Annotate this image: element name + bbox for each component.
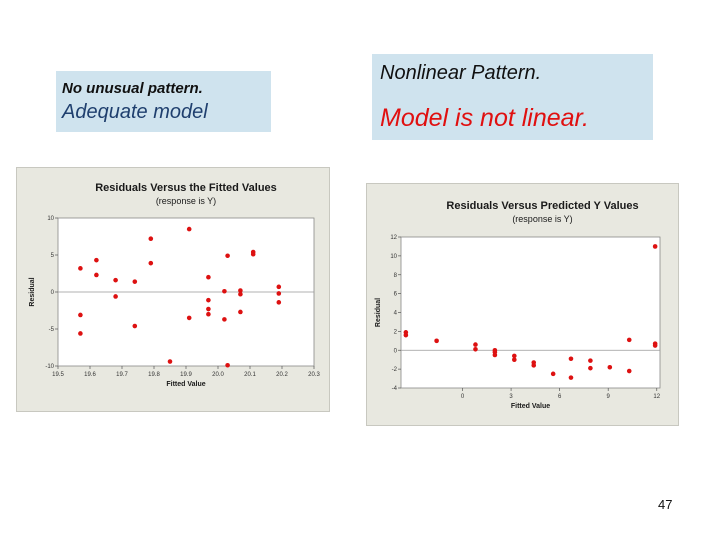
right-chart-x-tick-label: 0 — [461, 394, 465, 400]
left-chart-x-axis-label: Fitted Value — [166, 381, 205, 388]
right-chart-data-point — [588, 358, 593, 363]
left-chart-y-tick-label: -10 — [45, 364, 54, 370]
right-chart-x-tick-label: 12 — [653, 394, 660, 400]
right-chart-x-axis-label: Fitted Value — [511, 403, 550, 410]
left-chart-data-point — [113, 277, 118, 283]
left-chart-data-point — [276, 300, 282, 305]
left-chart-data-point — [238, 309, 243, 315]
right-chart-plot-area — [400, 236, 661, 389]
right-chart-data-point — [403, 332, 409, 338]
right-chart-data-point — [652, 244, 658, 249]
right-chart-data-point — [531, 363, 537, 368]
left-chart-data-point — [167, 359, 173, 364]
right-chart-data-point — [473, 342, 478, 347]
caption-left-line2: Adequate model — [62, 101, 208, 123]
left-chart-x-tick-label: 19.9 — [180, 372, 192, 378]
left-chart-data-point — [94, 257, 99, 263]
left-chart-data-point — [132, 279, 138, 284]
right-chart-y-tick-label: 0 — [394, 348, 398, 354]
right-chart-subtitle: (response is Y) — [512, 214, 572, 224]
caption-right-line2: Model is not linear. — [380, 104, 589, 132]
left-chart-data-point — [222, 317, 227, 322]
right-chart-y-tick-label: -2 — [392, 367, 398, 373]
right-chart-x-tick-label: 6 — [558, 394, 562, 400]
residual-plot-left-panel: Residuals Versus the Fitted Values (respo… — [16, 167, 330, 412]
left-chart-data-point — [206, 311, 211, 317]
page-number: 47 — [658, 497, 673, 512]
right-chart-x-tick-label: 9 — [607, 394, 611, 400]
left-chart-data-point — [238, 288, 243, 293]
left-chart-data-point — [78, 266, 83, 271]
right-chart-data-point — [492, 352, 498, 358]
right-chart-y-tick-label: 6 — [394, 292, 398, 298]
right-chart-data-point — [568, 375, 574, 380]
residual-plot-right: Residuals Versus Predicted Y Values (resp… — [375, 200, 661, 410]
left-chart-data-point — [225, 362, 230, 368]
left-chart-data-point — [276, 284, 282, 290]
residual-plot-right-panel: Residuals Versus Predicted Y Values (resp… — [366, 183, 679, 426]
left-chart-x-tick-label: 19.5 — [52, 372, 64, 378]
left-chart-data-point — [132, 323, 138, 329]
left-chart-x-tick-label: 19.7 — [116, 372, 128, 378]
right-chart-y-tick-label: 12 — [390, 235, 397, 241]
right-chart-y-tick-label: 4 — [394, 311, 398, 317]
right-chart-data-point — [652, 343, 658, 348]
left-chart-x-tick-label: 20.2 — [276, 372, 288, 378]
caption-left-line1: No unusual pattern. — [62, 80, 203, 97]
right-chart-y-tick-label: 2 — [394, 329, 398, 335]
left-chart-y-tick-label: -5 — [49, 327, 55, 333]
left-chart-x-tick-label: 19.6 — [84, 372, 96, 378]
right-chart-data-point — [607, 364, 613, 370]
left-chart-data-point — [78, 312, 83, 318]
left-chart-data-point — [276, 291, 282, 296]
right-chart-y-tick-label: -4 — [392, 386, 398, 392]
left-chart-data-point — [238, 291, 243, 297]
left-chart-data-point — [186, 315, 192, 321]
right-chart-data-point — [626, 337, 632, 343]
left-chart-subtitle: (response is Y) — [156, 196, 216, 206]
left-chart-data-point — [206, 306, 211, 312]
left-chart-data-point — [186, 226, 192, 232]
left-chart-title: Residuals Versus the Fitted Values — [95, 182, 277, 194]
left-chart-data-point — [206, 297, 211, 303]
left-chart-x-tick-label: 20.1 — [244, 372, 256, 378]
right-chart-y-tick-label: 10 — [390, 254, 397, 260]
right-chart-data-point — [588, 365, 593, 371]
left-chart-data-point — [206, 274, 211, 280]
left-chart-y-tick-label: 0 — [51, 290, 55, 296]
right-chart-data-point — [512, 353, 517, 359]
caption-right-line1: Nonlinear Pattern. — [380, 62, 542, 84]
right-chart-x-tick-label: 3 — [509, 394, 513, 400]
left-chart-data-point — [78, 331, 83, 336]
left-chart-data-point — [148, 236, 154, 242]
right-chart-data-point — [473, 347, 478, 352]
left-chart-x-tick-label: 20.3 — [308, 372, 320, 378]
right-chart-y-tick-label: 8 — [394, 273, 398, 279]
right-chart-data-point — [434, 338, 439, 344]
left-chart-data-point — [113, 294, 118, 299]
caption-box-right: Nonlinear Pattern. Model is not linear. — [372, 54, 653, 140]
left-chart-data-point — [225, 253, 230, 259]
right-chart-title: Residuals Versus Predicted Y Values — [446, 200, 638, 212]
right-chart-data-point — [568, 356, 574, 362]
right-chart-y-axis-label: Residual — [375, 298, 382, 327]
residual-plot-left: Residuals Versus the Fitted Values (respo… — [29, 182, 320, 388]
left-chart-y-tick-label: 10 — [47, 216, 54, 222]
left-chart-data-point — [148, 260, 154, 266]
left-chart-data-point — [222, 288, 227, 294]
left-chart-data-point — [250, 251, 256, 257]
right-chart-data-point — [512, 357, 517, 362]
left-chart-y-tick-label: 5 — [51, 253, 55, 259]
left-chart-y-axis-label: Residual — [29, 277, 36, 306]
right-chart-data-point — [550, 371, 556, 377]
right-chart-data-point — [626, 368, 632, 374]
left-chart-x-tick-label: 20.0 — [212, 372, 224, 378]
caption-box-left: No unusual pattern. Adequate model — [56, 71, 271, 132]
left-chart-x-tick-label: 19.8 — [148, 372, 160, 378]
left-chart-data-point — [94, 272, 99, 278]
